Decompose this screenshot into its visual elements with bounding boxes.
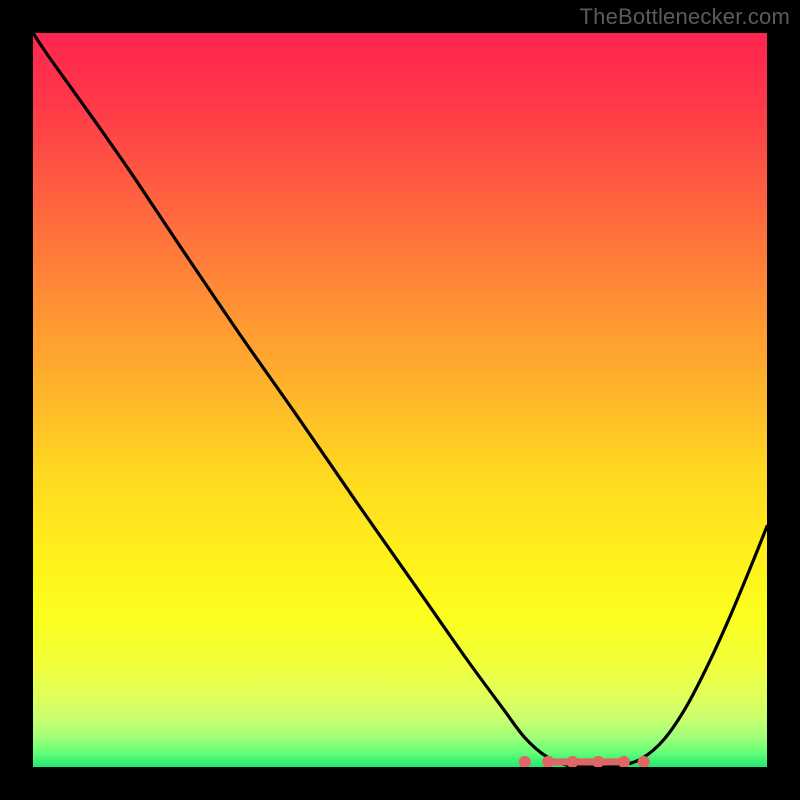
plot-area [33, 33, 767, 767]
background-gradient [33, 33, 767, 767]
chart-frame: TheBottlenecker.com [0, 0, 800, 800]
watermark-text: TheBottlenecker.com [580, 4, 790, 30]
